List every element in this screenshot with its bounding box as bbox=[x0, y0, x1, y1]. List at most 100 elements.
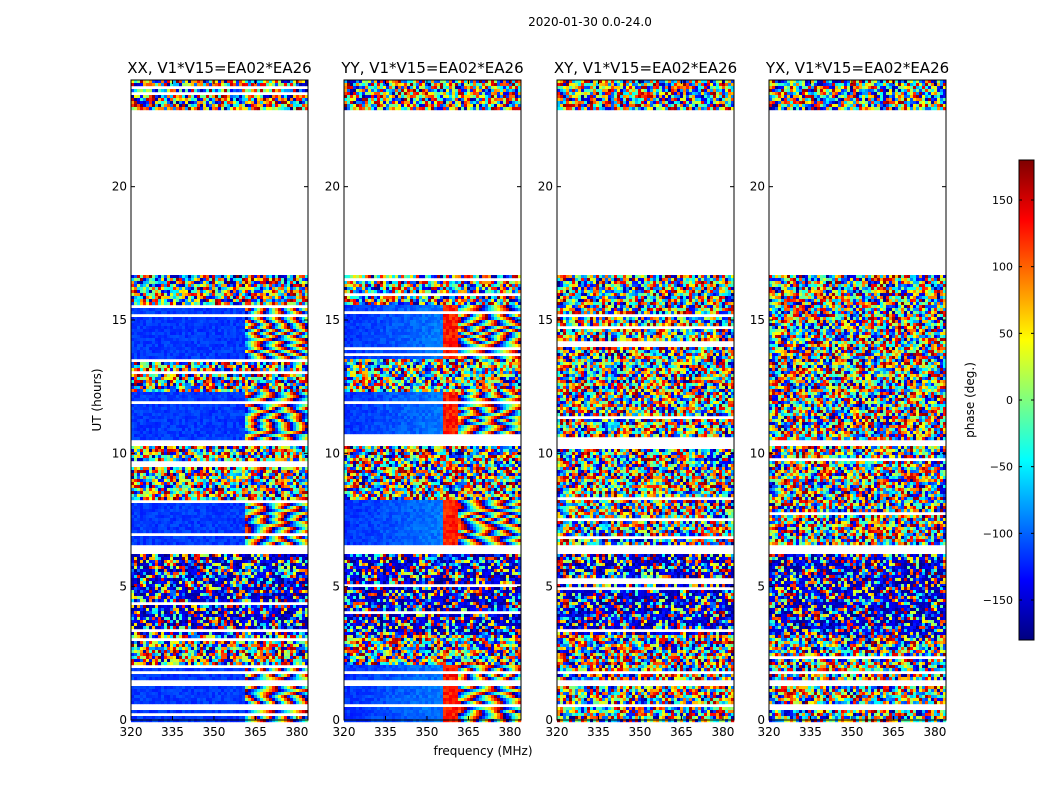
heat-cell bbox=[140, 488, 144, 492]
heat-cell bbox=[191, 374, 195, 378]
heat-cell bbox=[293, 326, 297, 330]
heat-cell bbox=[299, 95, 303, 99]
heat-cell bbox=[287, 503, 291, 507]
heat-cell bbox=[149, 434, 153, 438]
heat-cell bbox=[182, 398, 186, 402]
heat-cell bbox=[245, 353, 249, 357]
heat-cell bbox=[218, 491, 222, 495]
heat-cell bbox=[233, 341, 237, 345]
heat-cell bbox=[281, 455, 285, 459]
heat-cell bbox=[230, 527, 234, 531]
heat-cell bbox=[221, 503, 225, 507]
heat-cell bbox=[224, 335, 228, 339]
heat-cell bbox=[200, 95, 204, 99]
heat-cell bbox=[194, 344, 198, 348]
heat-cell bbox=[182, 341, 186, 345]
heat-cell bbox=[269, 299, 273, 303]
heat-cell bbox=[158, 275, 162, 279]
heat-cell bbox=[242, 449, 246, 453]
heat-cell bbox=[194, 506, 198, 510]
heat-cell bbox=[143, 281, 147, 285]
heat-cell bbox=[152, 446, 156, 450]
heat-cell bbox=[206, 395, 210, 399]
heat-cell bbox=[260, 521, 264, 525]
heat-cell bbox=[224, 104, 228, 108]
heat-cell bbox=[137, 509, 141, 513]
heat-cell bbox=[296, 467, 300, 471]
heat-cell bbox=[191, 380, 195, 384]
heat-cell bbox=[182, 425, 186, 429]
heat-cell bbox=[233, 311, 237, 315]
heat-cell bbox=[143, 323, 147, 327]
heat-cell bbox=[167, 80, 171, 84]
heat-cell bbox=[158, 302, 162, 306]
heat-cell bbox=[173, 488, 177, 492]
heat-cell bbox=[209, 530, 213, 534]
heat-cell bbox=[203, 380, 207, 384]
heat-cell bbox=[290, 365, 294, 369]
heat-cell bbox=[260, 485, 264, 489]
heat-cell bbox=[158, 431, 162, 435]
heat-cell bbox=[221, 524, 225, 528]
heat-cell bbox=[305, 383, 309, 387]
heat-cell bbox=[248, 293, 252, 297]
heat-cell bbox=[287, 506, 291, 510]
heat-cell bbox=[257, 395, 261, 399]
heat-cell bbox=[296, 521, 300, 525]
heat-cell bbox=[179, 476, 183, 480]
heat-cell bbox=[296, 320, 300, 324]
heat-cell bbox=[155, 89, 159, 93]
heat-cell bbox=[191, 425, 195, 429]
heat-cell bbox=[149, 509, 153, 513]
heat-cell bbox=[188, 398, 192, 402]
heat-cell bbox=[140, 362, 144, 366]
heat-cell bbox=[215, 341, 219, 345]
heat-cell bbox=[245, 458, 249, 462]
heat-cell bbox=[269, 296, 273, 300]
heat-cell bbox=[290, 509, 294, 513]
heat-cell bbox=[257, 287, 261, 291]
heat-cell bbox=[275, 317, 279, 321]
heat-cell bbox=[218, 362, 222, 366]
heat-cell bbox=[146, 503, 150, 507]
heat-cell bbox=[266, 467, 270, 471]
heat-cell bbox=[299, 485, 303, 489]
heat-cell bbox=[173, 107, 177, 111]
heat-cell bbox=[215, 488, 219, 492]
heat-cell bbox=[269, 284, 273, 288]
heat-cell bbox=[212, 365, 216, 369]
heat-cell bbox=[137, 437, 141, 441]
heat-cell bbox=[281, 521, 285, 525]
heat-cell bbox=[203, 509, 207, 513]
heat-cell bbox=[224, 284, 228, 288]
heat-cell bbox=[227, 299, 231, 303]
heat-cell bbox=[137, 512, 141, 516]
heat-cell bbox=[275, 320, 279, 324]
heat-cell bbox=[290, 518, 294, 522]
heat-cell bbox=[137, 467, 141, 471]
heat-cell bbox=[251, 83, 255, 87]
heat-cell bbox=[188, 407, 192, 411]
heat-cell bbox=[299, 413, 303, 417]
heat-cell bbox=[242, 419, 246, 423]
heat-cell bbox=[254, 455, 258, 459]
heat-cell bbox=[242, 287, 246, 291]
heat-cell bbox=[245, 512, 249, 516]
heat-cell bbox=[263, 410, 267, 414]
heat-cell bbox=[218, 293, 222, 297]
heat-cell bbox=[230, 485, 234, 489]
heat-cell bbox=[284, 95, 288, 99]
heat-cell bbox=[170, 482, 174, 486]
heat-cell bbox=[170, 527, 174, 531]
heat-cell bbox=[227, 356, 231, 360]
heat-cell bbox=[278, 518, 282, 522]
heat-cell bbox=[164, 527, 168, 531]
heat-cell bbox=[146, 284, 150, 288]
heat-cell bbox=[215, 311, 219, 315]
heat-cell bbox=[224, 95, 228, 99]
heat-cell bbox=[191, 536, 195, 540]
heat-cell bbox=[254, 452, 258, 456]
heat-cell bbox=[134, 455, 138, 459]
heat-cell bbox=[242, 80, 246, 84]
heat-cell bbox=[158, 422, 162, 426]
